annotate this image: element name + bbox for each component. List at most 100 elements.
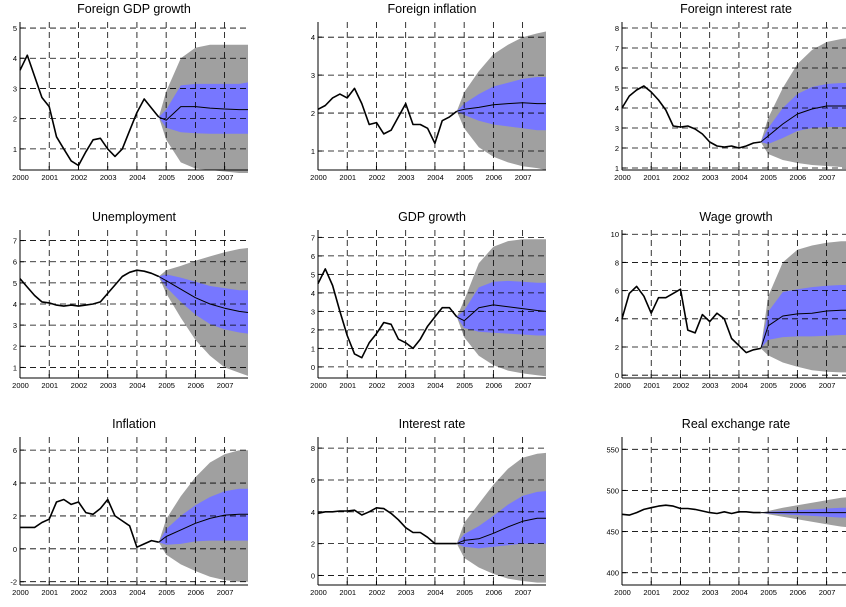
y-tick-label: 3 bbox=[311, 307, 315, 316]
x-tick-label: 2007 bbox=[217, 588, 234, 597]
history-line bbox=[317, 268, 458, 359]
y-tick-label: 8 bbox=[311, 444, 315, 453]
y-tick-label: 4 bbox=[311, 289, 315, 298]
x-tick-label: 2007 bbox=[515, 173, 532, 182]
x-tick-label: 2005 bbox=[760, 173, 777, 182]
y-tick-label: 2 bbox=[13, 115, 17, 124]
x-tick-label: 2005 bbox=[456, 588, 473, 597]
y-tick-label: 2 bbox=[311, 326, 315, 335]
chart-svg: 1 2 3 4 5 2000 2001 2002 2003 2004 2005 2006 2007 bbox=[12, 22, 248, 182]
y-tick-label: 0 bbox=[615, 371, 619, 380]
forecast-line bbox=[456, 304, 547, 322]
y-tick-label: 7 bbox=[615, 44, 619, 53]
y-tick-label: 5 bbox=[13, 24, 17, 33]
x-tick-label: 2003 bbox=[702, 173, 719, 182]
x-tick-label: 2002 bbox=[71, 588, 88, 597]
y-tick-label: 3 bbox=[13, 84, 17, 93]
x-tick-label: 2000 bbox=[310, 381, 327, 390]
y-tick-label: 0 bbox=[13, 545, 17, 554]
x-tick-label: 2000 bbox=[310, 588, 327, 597]
chart-title: Foreign GDP growth bbox=[77, 2, 191, 16]
x-tick-label: 2004 bbox=[427, 381, 444, 390]
x-tick-label: 2006 bbox=[486, 381, 503, 390]
forecast-line bbox=[760, 105, 846, 143]
x-tick-label: 2004 bbox=[731, 173, 748, 182]
chart-panel: Interest rate 0 2 4 6 8 2000 2001 2002 2003 2004 20… bbox=[300, 417, 550, 607]
x-tick-label: 2002 bbox=[369, 381, 386, 390]
forecast-line bbox=[158, 106, 248, 121]
history-line bbox=[19, 269, 160, 307]
y-tick-label: 8 bbox=[615, 258, 619, 267]
y-tick-label: 1 bbox=[13, 145, 17, 154]
x-tick-label: 2006 bbox=[790, 381, 807, 390]
y-tick-label: 4 bbox=[13, 54, 17, 63]
y-tick-label: 2 bbox=[311, 109, 315, 118]
x-tick-label: 2000 bbox=[614, 381, 631, 390]
x-tick-label: 2003 bbox=[702, 381, 719, 390]
x-tick-label: 2000 bbox=[12, 588, 29, 597]
inner-band bbox=[456, 491, 546, 549]
x-tick-label: 2002 bbox=[673, 588, 690, 597]
y-tick-label: 5 bbox=[13, 279, 17, 288]
x-tick-label: 2003 bbox=[398, 381, 415, 390]
chart-panel: Real exchange rate 400 450 500 550 2000 2001 20… bbox=[604, 417, 846, 607]
x-tick-label: 2001 bbox=[339, 173, 356, 182]
x-tick-label: 2006 bbox=[486, 173, 503, 182]
y-tick-label: 450 bbox=[606, 528, 619, 537]
x-tick-label: 2002 bbox=[673, 381, 690, 390]
history-line bbox=[621, 85, 761, 149]
chart-svg: 1 2 3 4 5 6 7 2000 2001 2002 2003 2004 2005 2006 2007 bbox=[12, 230, 249, 390]
y-tick-label: 4 bbox=[615, 104, 619, 113]
y-tick-label: 6 bbox=[13, 446, 17, 455]
y-tick-label: 550 bbox=[606, 445, 619, 454]
chart-svg: 1 2 3 4 5 6 7 8 2000 2001 2002 2003 2004 2005 2006 2007 bbox=[614, 22, 846, 182]
chart-title: Foreign inflation bbox=[387, 2, 477, 16]
x-tick-label: 2000 bbox=[310, 173, 327, 182]
x-tick-label: 2003 bbox=[100, 588, 117, 597]
x-tick-label: 2005 bbox=[158, 381, 175, 390]
x-tick-label: 2007 bbox=[819, 173, 836, 182]
y-tick-label: 2 bbox=[615, 343, 619, 352]
x-tick-label: 2007 bbox=[515, 588, 532, 597]
x-tick-label: 2002 bbox=[369, 588, 386, 597]
chart-title: Unemployment bbox=[91, 210, 177, 224]
forecast-line bbox=[158, 276, 249, 313]
x-tick-label: 2004 bbox=[129, 588, 146, 597]
x-tick-label: 2001 bbox=[41, 588, 58, 597]
y-tick-label: 6 bbox=[13, 258, 17, 267]
y-tick-label: 4 bbox=[615, 315, 619, 324]
x-tick-label: 2002 bbox=[369, 173, 386, 182]
y-tick-label: 6 bbox=[615, 64, 619, 73]
y-tick-label: 3 bbox=[615, 124, 619, 133]
chart-svg: -2 0 2 4 6 2000 2001 2002 2003 2004 2005 2006 2007 bbox=[10, 437, 248, 597]
chart-svg: 0 1 2 3 4 5 6 7 2000 2001 2002 2003 2004 2005 2006 2007 bbox=[310, 230, 547, 390]
x-tick-label: 2001 bbox=[339, 588, 356, 597]
x-tick-label: 2002 bbox=[71, 381, 88, 390]
y-tick-label: 7 bbox=[311, 233, 315, 242]
x-tick-label: 2001 bbox=[339, 381, 356, 390]
x-tick-label: 2004 bbox=[731, 381, 748, 390]
inner-band bbox=[158, 82, 248, 134]
x-tick-label: 2007 bbox=[515, 381, 532, 390]
x-tick-label: 2004 bbox=[129, 381, 146, 390]
y-tick-label: 6 bbox=[311, 476, 315, 485]
forecast-line bbox=[456, 102, 546, 112]
chart-title: GDP growth bbox=[398, 210, 466, 224]
x-tick-label: 2006 bbox=[188, 588, 205, 597]
x-tick-label: 2005 bbox=[456, 173, 473, 182]
x-tick-label: 2005 bbox=[760, 381, 777, 390]
x-tick-label: 2002 bbox=[71, 173, 88, 182]
x-tick-label: 2000 bbox=[12, 381, 29, 390]
x-tick-label: 2002 bbox=[673, 173, 690, 182]
x-tick-label: 2005 bbox=[158, 588, 175, 597]
x-tick-label: 2001 bbox=[41, 381, 58, 390]
x-tick-label: 2003 bbox=[100, 173, 117, 182]
chart-title: Foreign interest rate bbox=[680, 2, 792, 16]
chart-panel: Foreign GDP growth 1 2 3 4 5 2000 2001 2002 2003 2… bbox=[2, 2, 252, 192]
x-tick-label: 2004 bbox=[129, 173, 146, 182]
y-tick-label: 1 bbox=[311, 344, 315, 353]
y-tick-label: 2 bbox=[311, 540, 315, 549]
x-tick-label: 2007 bbox=[217, 381, 234, 390]
x-tick-label: 2000 bbox=[614, 588, 631, 597]
